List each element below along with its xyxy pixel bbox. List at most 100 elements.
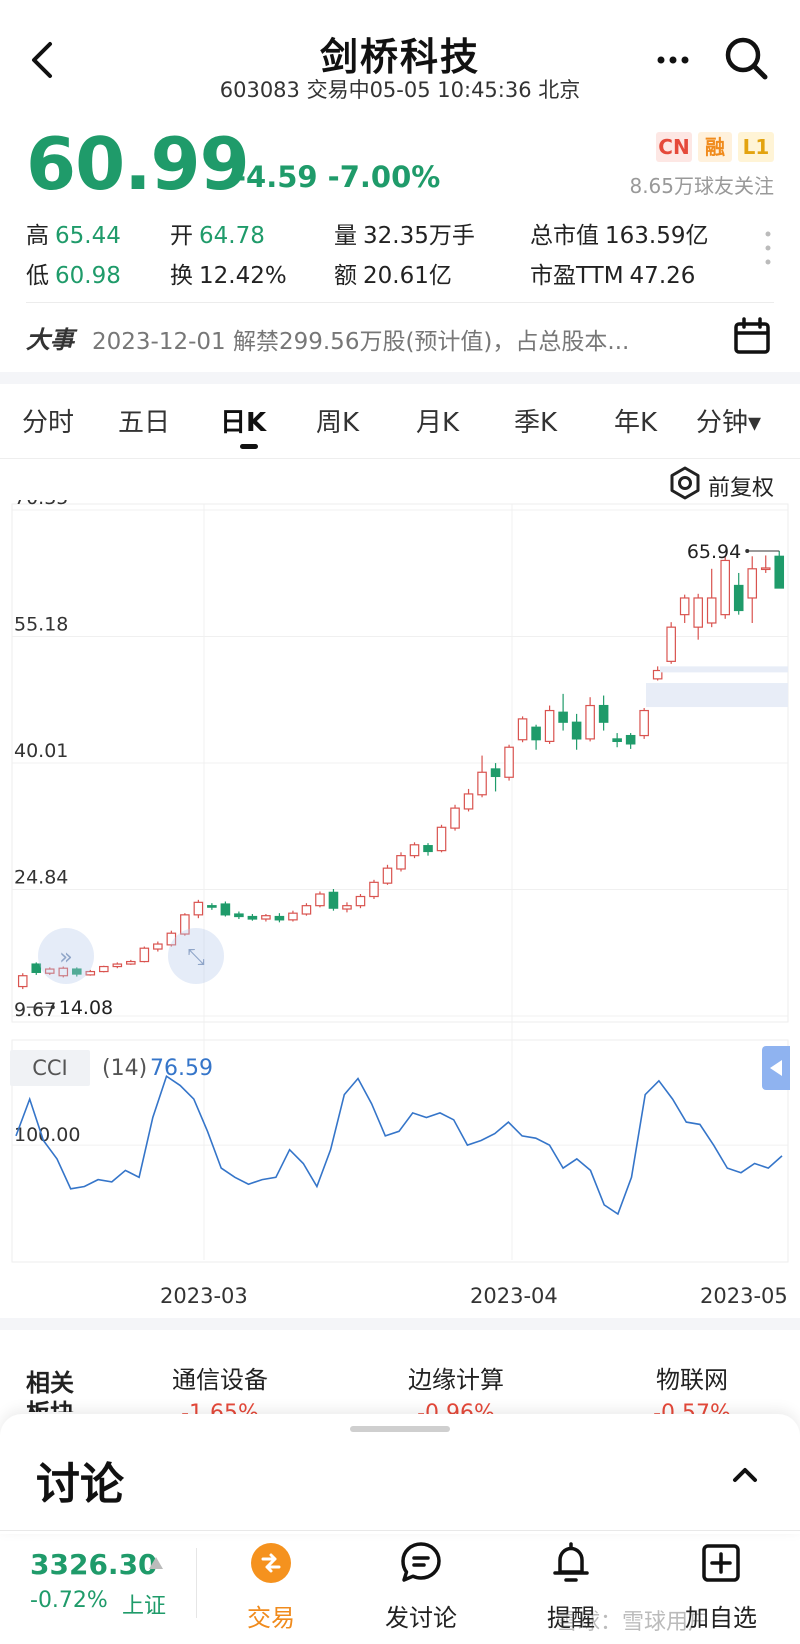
candle-body bbox=[153, 943, 163, 950]
price-change: -4.59 -7.00% bbox=[234, 160, 441, 194]
divider bbox=[26, 302, 774, 303]
candle-body bbox=[31, 963, 42, 973]
search-icon[interactable] bbox=[722, 34, 770, 82]
candle-body bbox=[396, 855, 406, 870]
candle-body bbox=[99, 965, 109, 973]
indicator-selector[interactable]: CCI bbox=[10, 1050, 90, 1086]
tab-intraday[interactable]: 分时 bbox=[22, 408, 75, 438]
stat-amount: 额 20.61亿 bbox=[334, 263, 452, 289]
kline-chart[interactable]: 70.35 55.18 40.01 24.84 9.67 65.94 14.08 » ⤡ 10… bbox=[0, 500, 800, 1310]
collapse-arrow-icon[interactable] bbox=[762, 1046, 790, 1090]
candle-body bbox=[679, 597, 690, 616]
back-arrow-icon[interactable] bbox=[24, 38, 64, 82]
stat-low: 低 60.98 bbox=[26, 263, 121, 289]
index-change: -0.72% bbox=[30, 1588, 108, 1613]
divider bbox=[196, 1548, 197, 1618]
tab-five-day[interactable]: 五日 bbox=[118, 408, 171, 438]
chart-grid bbox=[11, 503, 789, 1260]
candle-body bbox=[355, 895, 366, 907]
chevron-up-icon[interactable] bbox=[728, 1458, 762, 1492]
candle-body bbox=[220, 903, 231, 916]
tab-yearly-k[interactable]: 年K bbox=[614, 408, 658, 438]
candle-body bbox=[558, 711, 568, 723]
candle-body bbox=[531, 726, 541, 741]
stat-open: 开 64.78 bbox=[170, 223, 265, 249]
candles bbox=[17, 550, 785, 990]
divider bbox=[0, 1530, 800, 1531]
tab-monthly-k[interactable]: 月K bbox=[416, 408, 460, 438]
candle-body bbox=[274, 915, 285, 921]
candle-body bbox=[369, 881, 379, 898]
more-icon[interactable] bbox=[650, 40, 696, 80]
tab-quarterly-k[interactable]: 季K bbox=[514, 408, 558, 438]
level-tag: L1 bbox=[738, 132, 774, 162]
event-text[interactable]: 2023-12-01 解禁299.56万股(预计值)，占总股本... bbox=[92, 329, 630, 355]
settings-hexagon-icon[interactable] bbox=[668, 466, 702, 500]
y-tick-label: 9.67 bbox=[14, 999, 56, 1021]
section-gap bbox=[0, 1318, 800, 1330]
chart-annotations: 65.94 14.08 » ⤡ bbox=[26, 541, 788, 1019]
stock-code-status: 603083 交易中05-05 10:45:36 北京 bbox=[219, 78, 581, 102]
section-gap bbox=[0, 372, 800, 384]
candle-body bbox=[585, 704, 595, 740]
x-axis-label: 2023-05 bbox=[700, 1284, 788, 1308]
stat-turnover: 换 12.42% bbox=[170, 263, 287, 289]
candle-body bbox=[112, 963, 123, 968]
trade-icon bbox=[251, 1543, 291, 1583]
max-label: 65.94 bbox=[687, 541, 741, 563]
cci-frame bbox=[11, 1039, 789, 1263]
candle-body bbox=[193, 901, 204, 916]
candle-body bbox=[139, 947, 150, 963]
post-discussion-button[interactable]: 发讨论 bbox=[366, 1540, 476, 1640]
tab-daily-k[interactable]: 日K bbox=[220, 408, 267, 438]
stat-volume: 量 32.35万手 bbox=[334, 223, 475, 249]
adjust-mode-label[interactable]: 前复权 bbox=[708, 476, 775, 501]
candle-body bbox=[436, 826, 447, 852]
candle-body bbox=[733, 584, 744, 612]
bell-icon bbox=[553, 1542, 589, 1582]
candle-body bbox=[774, 555, 785, 589]
cci-line bbox=[15, 1074, 783, 1216]
candle-body bbox=[490, 768, 501, 778]
candle-body bbox=[720, 559, 730, 616]
trade-button[interactable]: 交易 bbox=[216, 1540, 326, 1640]
add-watchlist-button[interactable]: 加自选 bbox=[666, 1540, 776, 1640]
candle-body bbox=[504, 746, 514, 778]
candle-body bbox=[315, 893, 325, 907]
drag-handle[interactable] bbox=[350, 1426, 450, 1432]
cci-chart: 100.00 bbox=[11, 1039, 789, 1263]
scroll-left-icon bbox=[38, 928, 94, 984]
index-value[interactable]: 3326.30 bbox=[30, 1548, 158, 1581]
candle-body bbox=[301, 905, 312, 915]
discussion-title: 讨论 bbox=[36, 1459, 124, 1510]
candle-body bbox=[72, 968, 82, 975]
candle-body bbox=[760, 567, 771, 571]
cci-param: (14) bbox=[102, 1056, 148, 1081]
candle-body bbox=[382, 867, 393, 884]
candle-body bbox=[450, 807, 460, 829]
expand-dots-icon[interactable] bbox=[764, 228, 772, 268]
scroll-left-glyph: » bbox=[59, 945, 72, 970]
followers-count: 8.65万球友关注 bbox=[629, 174, 774, 198]
candle-body bbox=[342, 905, 352, 910]
candle-body bbox=[571, 721, 582, 740]
candle-body bbox=[625, 734, 636, 745]
candle-body bbox=[58, 967, 69, 977]
plus-square-icon bbox=[702, 1544, 740, 1582]
tab-weekly-k[interactable]: 周K bbox=[316, 408, 360, 438]
tab-minute[interactable]: 分钟▾ bbox=[696, 408, 762, 438]
x-axis-label: 2023-03 bbox=[160, 1284, 248, 1308]
calendar-icon[interactable] bbox=[732, 316, 772, 356]
price-alert-button[interactable]: 提醒 bbox=[516, 1540, 626, 1640]
expand-icon bbox=[168, 928, 224, 984]
min-marker-dot bbox=[50, 1005, 55, 1010]
candle-body bbox=[328, 891, 339, 909]
discussion-sheet[interactable] bbox=[0, 1414, 800, 1534]
sector-card[interactable]: 边缘计算 -0.96% bbox=[408, 1366, 504, 1414]
sector-card[interactable]: 通信设备 -1.65% bbox=[172, 1366, 268, 1414]
candle-body bbox=[544, 709, 555, 743]
y-tick-label: 70.35 bbox=[14, 500, 68, 509]
sector-card[interactable]: 物联网 -0.57% bbox=[653, 1366, 731, 1414]
expand-glyph: ⤡ bbox=[187, 945, 205, 970]
watermark: 雪球：雪球用户 bbox=[556, 1610, 711, 1635]
